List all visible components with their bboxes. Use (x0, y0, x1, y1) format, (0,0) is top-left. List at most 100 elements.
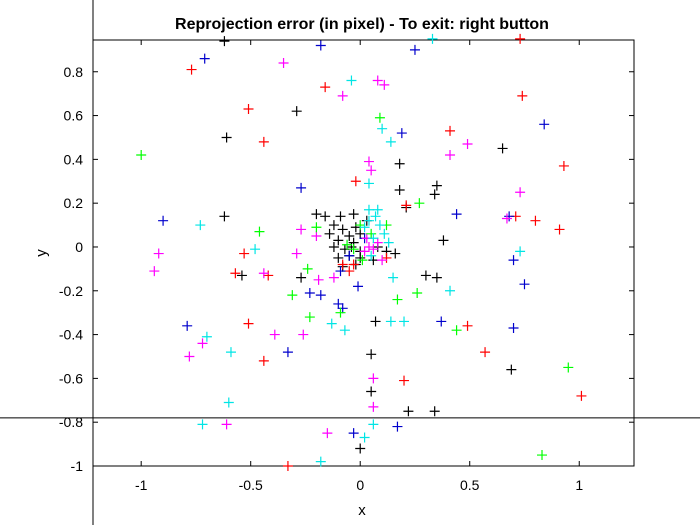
y-tick-label: 0.4 (64, 151, 84, 167)
data-point-series-4 (258, 268, 269, 279)
data-point-series-1 (219, 36, 230, 47)
data-point-series-4 (368, 373, 379, 384)
plot-area[interactable] (92, 39, 635, 467)
data-point-series-5 (412, 287, 423, 298)
data-point-series-6 (399, 316, 410, 327)
data-point-series-6 (368, 233, 379, 244)
data-point-series-1 (337, 224, 348, 235)
data-point-series-3 (451, 209, 462, 220)
data-point-series-2 (282, 461, 293, 471)
data-point-series-4 (278, 57, 289, 68)
data-point-series-3 (296, 182, 307, 193)
data-point-series-1 (394, 185, 405, 196)
data-point-series-2 (480, 347, 491, 358)
data-point-series-1 (368, 255, 379, 266)
data-point-series-4 (197, 338, 208, 349)
data-point-series-2 (381, 252, 392, 263)
data-point-series-3 (508, 255, 519, 266)
data-point-series-2 (320, 82, 331, 93)
data-point-series-3 (333, 298, 344, 309)
data-point-series-3 (182, 320, 193, 331)
data-point-series-2 (243, 103, 254, 114)
data-point-series-2 (243, 318, 254, 329)
data-point-series-6 (363, 204, 374, 215)
data-point-series-3 (508, 323, 519, 334)
data-point-series-4 (462, 139, 473, 150)
data-point-series-2 (258, 136, 269, 147)
data-point-series-6 (223, 397, 234, 408)
data-point-series-6 (339, 325, 350, 336)
data-point-series-6 (326, 318, 337, 329)
data-point-series-1 (431, 272, 442, 283)
data-point-series-1 (394, 158, 405, 169)
data-point-series-5 (563, 362, 574, 373)
y-tick-label: 0.8 (64, 64, 84, 80)
x-tick-label: -0.5 (239, 477, 263, 493)
data-point-series-1 (355, 443, 366, 454)
data-point-series-5 (537, 450, 548, 461)
data-point-series-3 (396, 128, 407, 139)
data-point-series-2 (517, 90, 528, 101)
y-tick-label: -0.2 (59, 283, 83, 299)
x-axis-label: x (358, 502, 366, 519)
data-point-series-1 (390, 248, 401, 259)
data-point-series-1 (320, 211, 331, 222)
data-point-series-2 (401, 200, 412, 211)
data-point-series-1 (431, 180, 442, 191)
scatter-markers (136, 33, 587, 471)
data-point-series-3 (519, 279, 530, 290)
data-point-series-1 (497, 143, 508, 154)
data-point-series-4 (149, 266, 160, 277)
data-point-series-3 (337, 303, 348, 314)
data-point-series-2 (530, 215, 541, 226)
data-point-series-5 (254, 226, 265, 237)
data-point-series-2 (462, 320, 473, 331)
data-point-series-4 (501, 213, 512, 224)
data-point-series-3 (392, 421, 403, 432)
data-point-series-3 (353, 281, 364, 292)
data-point-series-6 (359, 432, 370, 443)
data-point-series-1 (221, 132, 232, 143)
data-point-series-1 (355, 252, 366, 263)
data-point-series-6 (363, 178, 374, 189)
data-point-series-5 (335, 307, 346, 318)
data-point-series-1 (328, 241, 339, 252)
data-point-series-4 (363, 156, 374, 167)
data-point-series-5 (287, 290, 298, 301)
data-point-series-4 (291, 248, 302, 259)
x-tick-label: 1 (575, 477, 583, 493)
data-point-series-4 (366, 165, 377, 176)
data-point-series-1 (311, 209, 322, 220)
data-point-series-1 (344, 231, 355, 242)
data-point-series-1 (370, 316, 381, 327)
data-point-series-5 (136, 149, 147, 160)
y-tick-label: 0.2 (64, 195, 84, 211)
data-point-series-4 (184, 351, 195, 362)
data-point-series-6 (250, 244, 261, 255)
data-point-series-1 (438, 235, 449, 246)
y-tick-label: 0 (75, 239, 83, 255)
data-point-series-6 (363, 215, 374, 226)
data-point-series-6 (195, 220, 206, 231)
data-point-series-6 (370, 211, 381, 222)
data-point-series-3 (158, 215, 169, 226)
data-point-series-1 (346, 241, 357, 252)
data-point-series-6 (225, 347, 236, 358)
data-point-series-1 (324, 228, 335, 239)
data-point-series-2 (350, 176, 361, 187)
data-point-series-6 (445, 285, 456, 296)
data-point-series-6 (372, 204, 383, 215)
data-point-series-4 (372, 75, 383, 86)
data-point-series-1 (366, 349, 377, 360)
data-point-series-2 (399, 375, 410, 386)
data-point-series-1 (348, 209, 359, 220)
data-point-series-5 (302, 263, 313, 274)
data-point-series-4 (368, 401, 379, 412)
data-point-series-3 (344, 250, 355, 261)
data-point-series-6 (366, 250, 377, 261)
data-point-series-3 (282, 347, 293, 358)
data-point-series-5 (342, 239, 353, 250)
y-tick-label: -0.8 (59, 414, 83, 430)
data-point-series-4 (368, 244, 379, 255)
